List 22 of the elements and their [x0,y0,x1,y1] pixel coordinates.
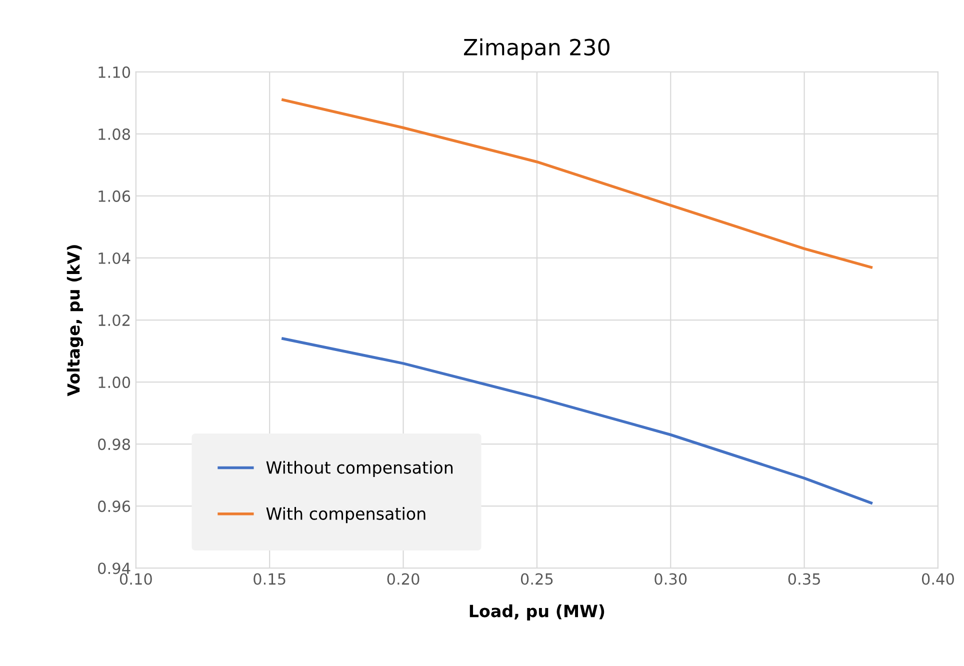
x-tick-label: 0.10 [120,573,152,585]
y-tick-label: 1.00 [98,376,130,388]
y-tick-label: 0.94 [98,562,130,574]
legend-label: With compensation [266,507,426,524]
y-tick-label: 0.96 [98,500,130,512]
x-axis-title: Load, pu (MW) [470,604,604,621]
x-tick-label: 0.15 [254,573,286,585]
x-tick-label: 0.20 [387,573,420,585]
y-tick-label: 0.98 [98,438,130,450]
y-tick-label: 1.10 [98,66,130,78]
chart-title: Zimapan 230 [464,38,610,60]
x-tick-label: 0.30 [654,573,687,585]
line-series [282,98,873,269]
x-tick-label: 0.40 [922,573,954,585]
x-tick-label: 0.35 [788,573,820,585]
y-tick-label: 1.06 [98,190,130,202]
y-tick-label: 1.02 [98,314,130,326]
legend-label: Without compensation [266,460,453,478]
y-tick-label: 1.08 [98,128,130,140]
y-axis-title: Voltage, pu (kV) [66,245,84,396]
x-tick-label: 0.25 [520,573,553,585]
y-tick-label: 1.04 [98,252,130,264]
